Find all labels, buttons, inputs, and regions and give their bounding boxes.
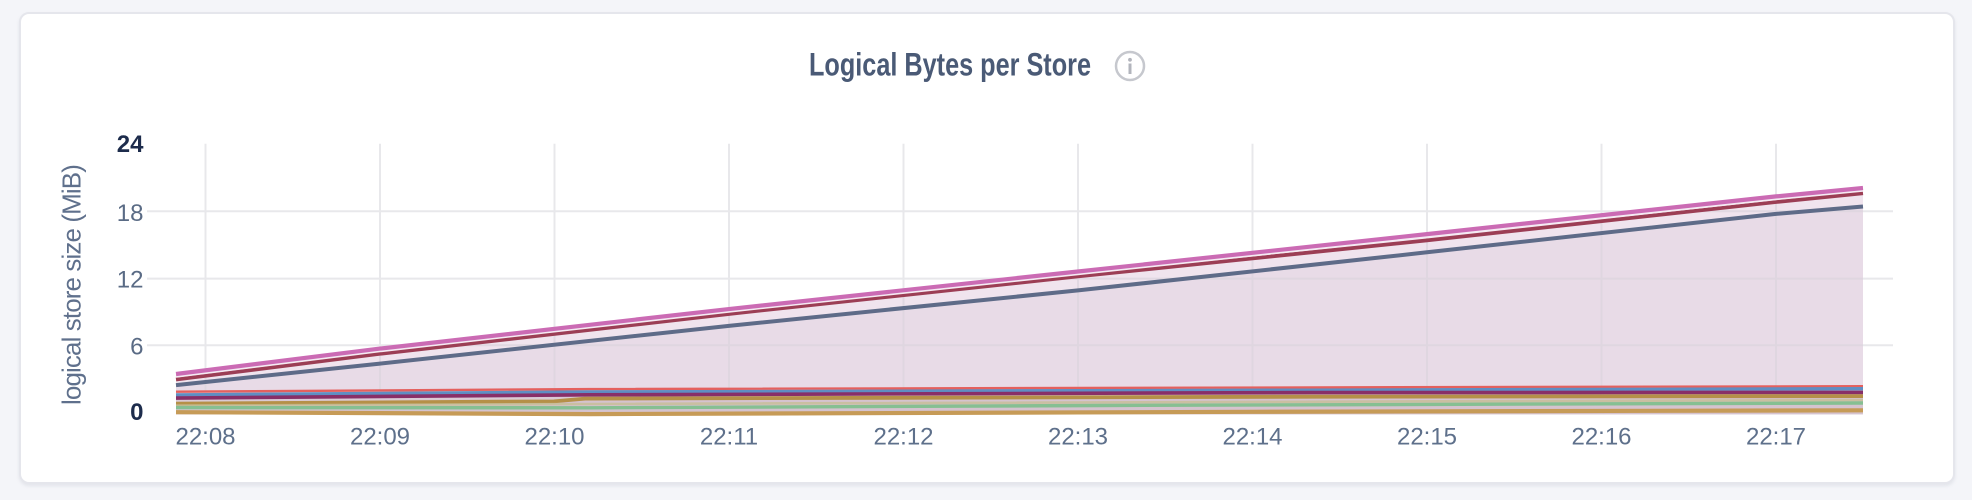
svg-text:logical store size (MiB): logical store size (MiB) bbox=[57, 165, 87, 405]
svg-text:22:12: 22:12 bbox=[873, 423, 933, 450]
svg-text:22:13: 22:13 bbox=[1048, 423, 1108, 450]
svg-text:24: 24 bbox=[117, 131, 144, 158]
svg-text:0: 0 bbox=[130, 399, 143, 426]
svg-text:18: 18 bbox=[117, 200, 144, 227]
svg-text:12: 12 bbox=[117, 266, 144, 293]
svg-text:22:09: 22:09 bbox=[350, 423, 410, 450]
svg-text:6: 6 bbox=[130, 333, 143, 360]
svg-text:Logical Bytes per Store: Logical Bytes per Store bbox=[809, 47, 1091, 83]
svg-text:22:17: 22:17 bbox=[1746, 423, 1806, 450]
svg-text:22:15: 22:15 bbox=[1397, 423, 1457, 450]
svg-text:22:08: 22:08 bbox=[175, 423, 235, 450]
svg-text:22:16: 22:16 bbox=[1571, 423, 1631, 450]
svg-text:22:11: 22:11 bbox=[700, 423, 758, 450]
svg-text:22:14: 22:14 bbox=[1222, 423, 1282, 450]
svg-text:22:10: 22:10 bbox=[524, 423, 584, 450]
